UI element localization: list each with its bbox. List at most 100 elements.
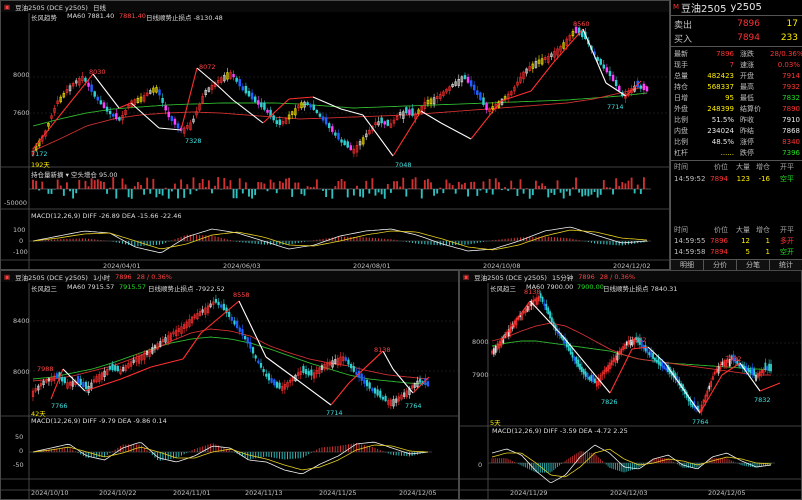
candle xyxy=(659,362,662,367)
candle xyxy=(84,381,88,390)
candle xyxy=(31,150,35,156)
candle xyxy=(47,123,50,127)
volume-bar xyxy=(244,182,247,189)
tab-ticks[interactable]: 分笔 xyxy=(737,260,770,270)
stat-label: 涨跌 xyxy=(740,49,754,58)
candle xyxy=(275,120,278,125)
candle xyxy=(53,107,56,113)
minute15-chart-canvas[interactable] xyxy=(460,271,802,500)
candle xyxy=(579,363,581,370)
volume-bar xyxy=(300,189,303,195)
candle xyxy=(50,115,53,119)
candle xyxy=(395,115,399,120)
candle xyxy=(212,301,215,305)
minute15-period[interactable]: 15分钟 xyxy=(551,273,574,282)
volume-bar xyxy=(343,181,346,189)
hourly-chart-canvas[interactable] xyxy=(1,271,459,500)
candle xyxy=(142,95,146,102)
candle xyxy=(642,83,646,91)
candle xyxy=(389,123,393,128)
candle xyxy=(654,357,656,361)
hourly-period[interactable]: 1小时 xyxy=(92,273,111,282)
quote-buy-row[interactable]: 买入 7894 233 xyxy=(671,31,802,45)
volume-bar xyxy=(99,181,102,189)
candle xyxy=(432,97,436,105)
daily-chart-canvas[interactable] xyxy=(1,1,670,270)
volume-bar xyxy=(528,189,531,199)
candle xyxy=(164,337,167,343)
candle xyxy=(751,367,754,375)
daily-chart-panel[interactable]: ▣ 豆油2505 (DCE y2505) 日线 长风趋势 MA60 7881.4… xyxy=(0,0,670,270)
candle xyxy=(100,372,104,380)
minute15-menu-icon[interactable]: ▣ xyxy=(463,272,470,281)
daily-chart-titlebar: ▣ 豆油2505 (DCE y2505) 日线 xyxy=(1,1,669,12)
candle xyxy=(260,102,263,108)
chart-menu-icon[interactable]: ▣ xyxy=(4,2,11,11)
candle xyxy=(435,96,439,99)
candle xyxy=(114,365,117,371)
candle xyxy=(717,366,720,374)
candle xyxy=(665,367,668,371)
candle xyxy=(397,396,400,402)
trend-segment xyxy=(382,350,394,370)
daily-ma-value: 7881.40 xyxy=(119,12,146,20)
candle xyxy=(136,97,140,103)
daily-period[interactable]: 日线 xyxy=(92,3,106,12)
candle xyxy=(620,348,623,355)
volume-bar xyxy=(377,189,380,193)
tab-price-split[interactable]: 分价 xyxy=(704,260,737,270)
volume-bar xyxy=(266,189,269,192)
candle xyxy=(384,395,387,402)
volume-bar xyxy=(383,189,386,199)
candle xyxy=(304,369,308,375)
daily-macd-axis-3: -100 xyxy=(13,248,28,256)
volume-bar xyxy=(130,189,133,199)
volume-bar xyxy=(442,189,445,194)
trend-segment xyxy=(130,102,160,129)
tab-stats[interactable]: 统计 xyxy=(779,261,793,269)
macd-diff-line xyxy=(32,441,429,475)
candle xyxy=(233,320,236,325)
volume-bar xyxy=(164,187,167,189)
candle xyxy=(111,363,114,371)
candle xyxy=(596,57,599,61)
stat-value: 7896 xyxy=(716,49,734,58)
candle xyxy=(155,87,158,93)
volume-bar xyxy=(75,189,78,194)
candle xyxy=(193,314,196,319)
volume-bar xyxy=(204,187,207,189)
candle xyxy=(592,374,595,383)
candle xyxy=(289,379,292,383)
minute15-chart-panel[interactable]: ▣ 豆油2505 (DCE y2505) 15分钟 7896 28 / 0.36… xyxy=(459,270,802,500)
hourly-count: 42天 xyxy=(31,410,46,418)
candle xyxy=(250,92,254,100)
stat-label: 昨收 xyxy=(740,116,754,125)
stat-value: 48.5% xyxy=(711,138,734,147)
candle xyxy=(207,87,211,92)
candle xyxy=(509,326,512,334)
volume-bar xyxy=(93,180,96,189)
quote-stat-row: 最新 7896 涨跌 28/0.36% xyxy=(671,48,802,59)
candle xyxy=(37,385,40,391)
quote-menu-icon[interactable]: M xyxy=(673,3,680,11)
candle xyxy=(326,362,329,370)
hourly-chart-panel[interactable]: ▣ 豆油2505 (DCE y2505) 1小时 7896 28 / 0.36%… xyxy=(0,270,459,500)
volume-bar xyxy=(294,182,297,189)
volume-bar xyxy=(590,189,593,195)
hourly-menu-icon[interactable]: ▣ xyxy=(4,272,11,281)
candle xyxy=(122,367,125,372)
stat-value: 7890 xyxy=(782,105,800,114)
quote-title: 豆油2505 xyxy=(681,3,727,15)
volume-bar xyxy=(322,189,324,191)
candle xyxy=(633,338,636,345)
volume-bar xyxy=(53,189,56,190)
stat-label: 速涨 xyxy=(740,60,754,69)
tab-detail[interactable]: 明细 xyxy=(671,260,704,270)
volume-bar xyxy=(103,182,105,189)
candle xyxy=(45,379,48,383)
quote-sell-row[interactable]: 卖出 7896 17 xyxy=(671,17,802,31)
volume-bar xyxy=(306,186,309,189)
volume-bar xyxy=(331,189,334,199)
volume-bar xyxy=(550,189,553,193)
candle xyxy=(232,73,235,78)
